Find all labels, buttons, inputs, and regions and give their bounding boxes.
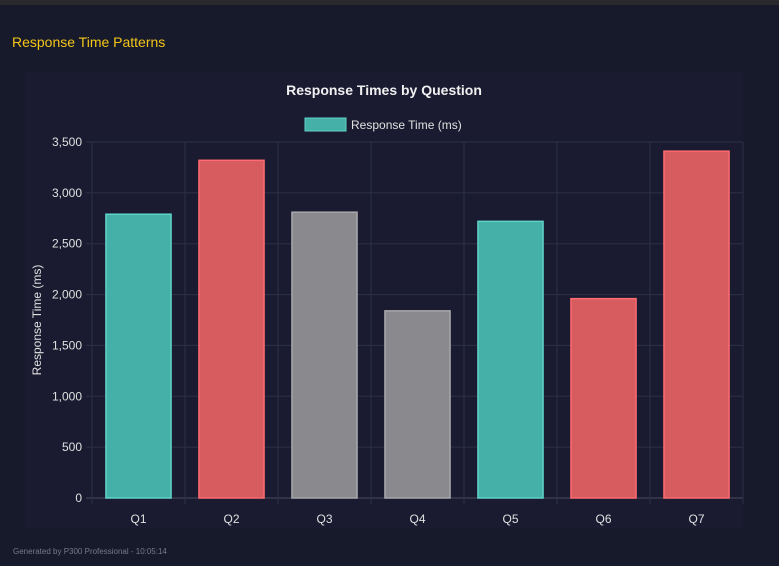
bar-q4 [384, 310, 451, 499]
legend-label: Response Time (ms) [351, 118, 462, 132]
x-tick-label: Q6 [595, 512, 611, 526]
section-title: Response Time Patterns [12, 34, 166, 50]
bar-q2 [198, 159, 265, 499]
bar-q1 [105, 213, 172, 499]
legend-swatch [304, 117, 347, 132]
x-tick-label: Q7 [688, 512, 704, 526]
x-tick-label: Q2 [223, 512, 239, 526]
y-tick-label: 0 [75, 491, 82, 505]
x-tick-label: Q1 [130, 512, 146, 526]
x-tick-label: Q3 [316, 512, 332, 526]
bar-q7 [663, 150, 730, 499]
y-tick-label: 1,000 [52, 389, 82, 403]
y-tick-label: 3,500 [52, 135, 82, 149]
y-tick-label: 500 [62, 440, 82, 454]
y-tick-label: 2,500 [52, 237, 82, 251]
window-top-bar [0, 0, 779, 5]
y-tick-label: 3,000 [52, 186, 82, 200]
bar-q5 [477, 220, 544, 499]
chart-title: Response Times by Question [286, 82, 482, 98]
bar-q6 [570, 297, 637, 499]
footer-text: Generated by P300 Professional - 10:05:1… [13, 547, 167, 556]
y-axis-label: Response Time (ms) [30, 265, 44, 376]
x-tick-label: Q5 [502, 512, 518, 526]
bar-q3 [291, 211, 358, 499]
x-tick-label: Q4 [409, 512, 425, 526]
y-tick-label: 2,000 [52, 288, 82, 302]
y-tick-label: 1,500 [52, 338, 82, 352]
